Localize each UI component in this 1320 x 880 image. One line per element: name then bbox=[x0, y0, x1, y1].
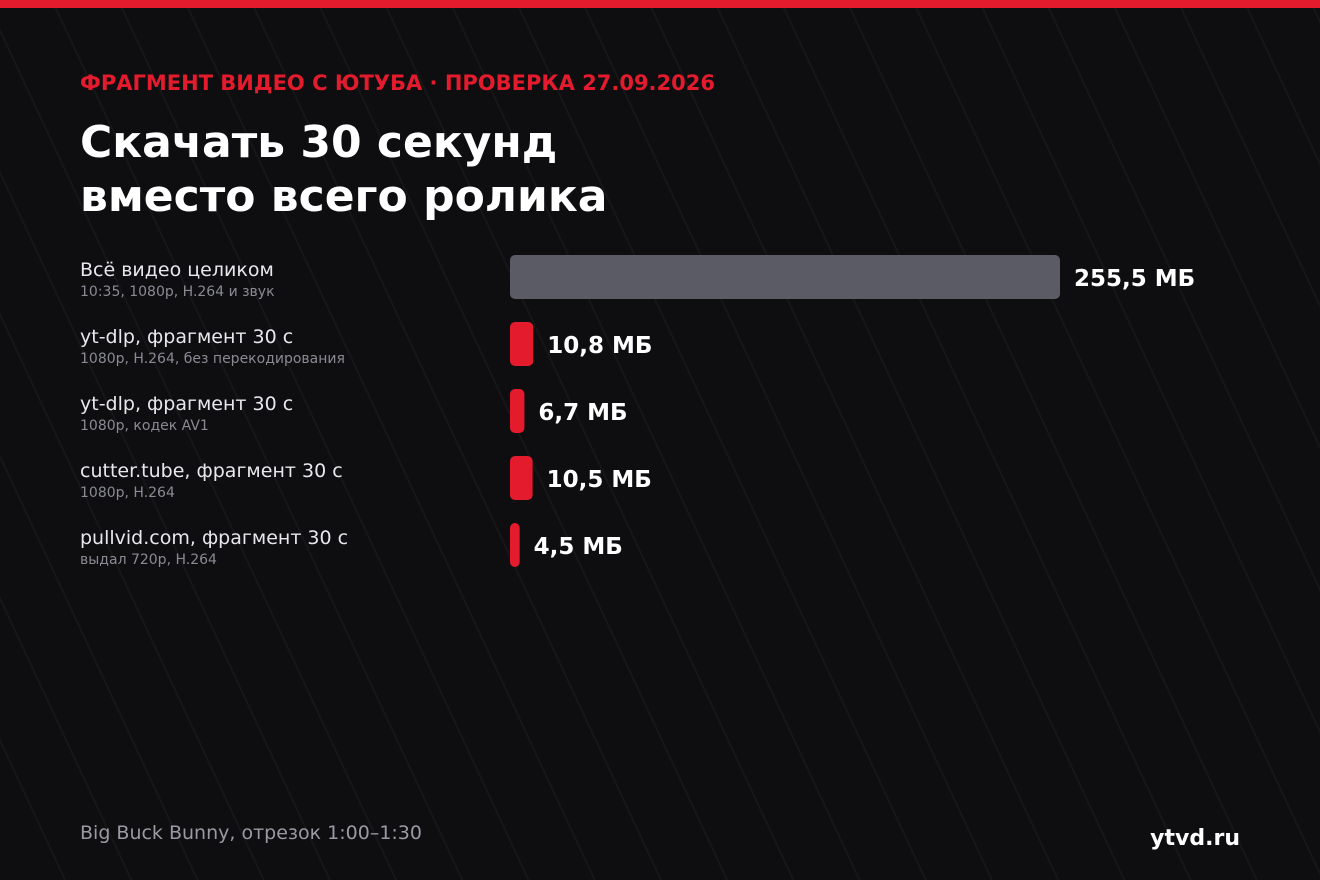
value-label: 10,8 МБ bbox=[547, 333, 652, 359]
category-label: cutter.tube, фрагмент 30 с bbox=[80, 460, 343, 482]
value-label: 255,5 МБ bbox=[1074, 266, 1195, 292]
bar bbox=[510, 523, 520, 567]
top-stripe bbox=[0, 0, 1320, 8]
category-label: pullvid.com, фрагмент 30 с bbox=[80, 527, 348, 549]
bar bbox=[510, 255, 1060, 299]
value-label: 6,7 МБ bbox=[538, 400, 627, 426]
chart-title: Скачать 30 секунд bbox=[80, 117, 557, 168]
category-description: 10:35, 1080p, H.264 и звук bbox=[80, 284, 275, 300]
eyebrow: ФРАГМЕНТ ВИДЕО С ЮТУБА · ПРОВЕРКА 27.09.… bbox=[80, 71, 715, 95]
category-description: 1080p, кодек AV1 bbox=[80, 418, 209, 434]
category-description: 1080p, H.264, без перекодирования bbox=[80, 351, 345, 367]
category-label: yt-dlp, фрагмент 30 с bbox=[80, 393, 293, 415]
value-label: 10,5 МБ bbox=[547, 467, 652, 493]
footnote: Big Buck Bunny, отрезок 1:00–1:30 bbox=[80, 822, 422, 844]
bar bbox=[510, 322, 534, 366]
bar bbox=[510, 456, 533, 500]
category-description: 1080p, H.264 bbox=[80, 485, 175, 501]
chart-title: вместо всего ролика bbox=[80, 171, 607, 222]
value-label: 4,5 МБ bbox=[534, 534, 623, 560]
brand: ytvd.ru bbox=[1150, 826, 1240, 851]
category-label: Всё видео целиком bbox=[80, 259, 274, 281]
category-label: yt-dlp, фрагмент 30 с bbox=[80, 326, 293, 348]
bar bbox=[510, 389, 525, 433]
category-description: выдал 720p, H.264 bbox=[80, 552, 217, 568]
